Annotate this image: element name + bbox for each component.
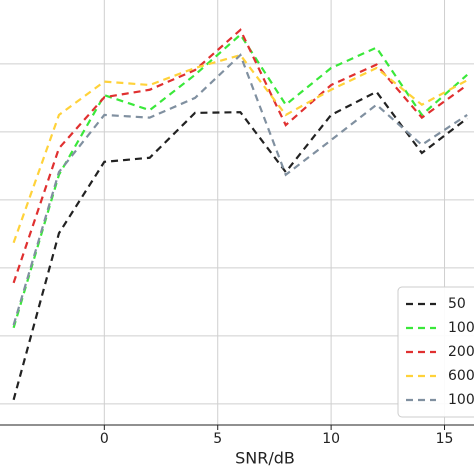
legend-label: 100 [448, 320, 474, 336]
legend-label: 50 [448, 296, 466, 312]
x-tick-label: 0 [100, 431, 109, 447]
legend-label: 600 [448, 368, 474, 384]
data-line [12, 53, 468, 326]
x-tick-label: 15 [436, 431, 454, 447]
data-line [12, 33, 468, 329]
legend-box [397, 286, 474, 418]
legend-label: 100 [448, 392, 474, 408]
legend-label: 200 [448, 344, 474, 360]
data-line [12, 53, 468, 244]
data-line [12, 90, 468, 401]
x-tick-label: 5 [213, 431, 222, 447]
data-line [12, 28, 468, 284]
x-tick-label: 10 [322, 431, 340, 447]
x-axis-label: SNR/dB [235, 449, 295, 468]
legend: 50 100 200 600 100 [397, 286, 474, 418]
